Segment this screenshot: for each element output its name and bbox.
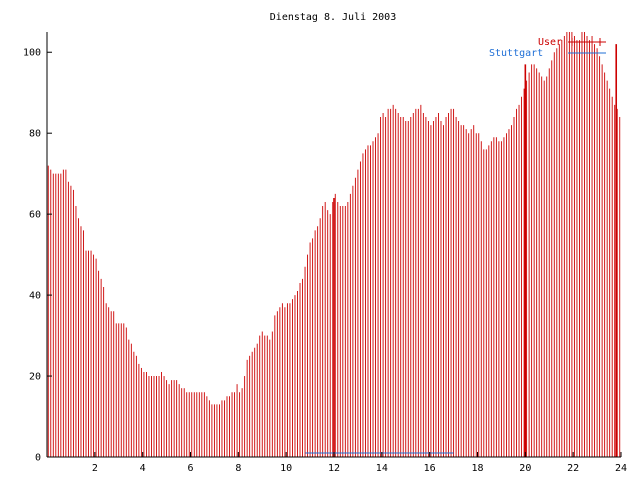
y-tick-label: 40 bbox=[29, 291, 41, 302]
x-tick-label: 22 bbox=[567, 463, 579, 474]
y-ticks: 0 20 40 60 80 100 bbox=[23, 48, 52, 464]
x-tick-label: 4 bbox=[140, 463, 146, 474]
x-tick-label: 2 bbox=[92, 463, 98, 474]
y-tick-label: 80 bbox=[29, 129, 41, 140]
chart-title: Dienstag 8. Juli 2003 bbox=[270, 12, 396, 23]
y-tick-label: 100 bbox=[23, 48, 41, 59]
legend-user-label: User bbox=[538, 37, 562, 48]
x-tick-label: 20 bbox=[519, 463, 531, 474]
y-tick-label: 60 bbox=[29, 210, 41, 221]
y-tick-label: 20 bbox=[29, 372, 41, 383]
x-tick-label: 10 bbox=[280, 463, 292, 474]
x-tick-label: 6 bbox=[187, 463, 193, 474]
legend: User Stuttgart bbox=[489, 37, 606, 59]
bars-group bbox=[47, 32, 621, 457]
x-tick-label: 8 bbox=[235, 463, 241, 474]
x-tick-label: 14 bbox=[376, 463, 388, 474]
x-tick-label: 24 bbox=[615, 463, 627, 474]
x-tick-label: 12 bbox=[328, 463, 340, 474]
x-tick-label: 16 bbox=[424, 463, 436, 474]
x-tick-label: 18 bbox=[471, 463, 483, 474]
legend-stuttgart-label: Stuttgart bbox=[489, 48, 543, 59]
y-tick-label: 0 bbox=[35, 453, 41, 464]
x-ticks: 2 4 6 8 10 12 14 16 18 20 22 24 bbox=[92, 452, 627, 474]
